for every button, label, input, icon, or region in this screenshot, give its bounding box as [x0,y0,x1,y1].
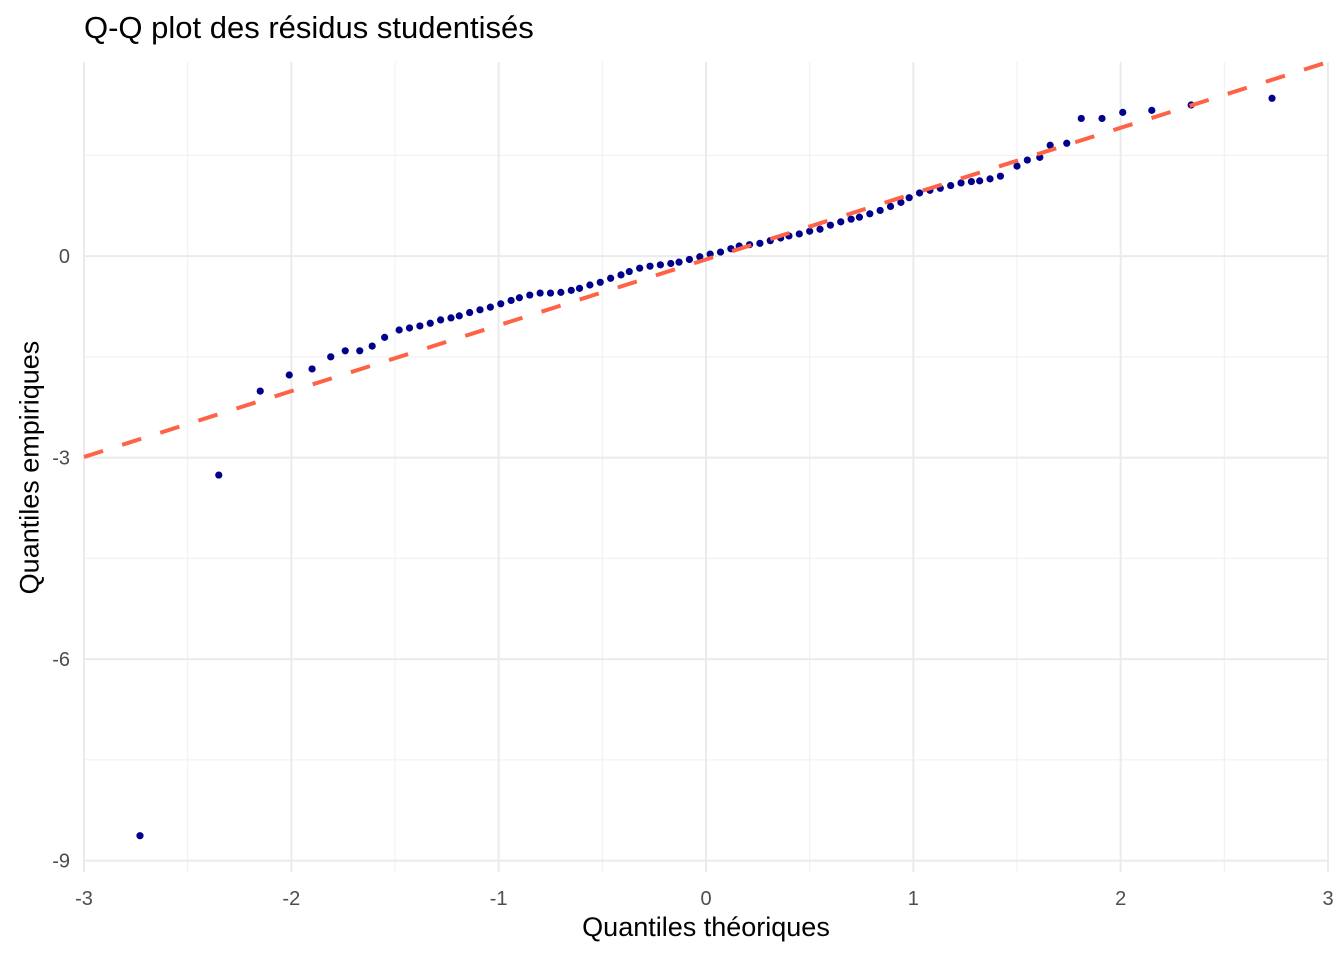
data-point [667,259,675,268]
data-point [837,218,845,226]
data-point [646,262,654,270]
data-point [957,179,965,187]
data-point [507,296,515,305]
data-point [308,365,316,373]
data-point [1013,162,1021,170]
data-point [617,271,625,279]
data-point [1063,139,1071,147]
data-point [1268,94,1276,102]
x-axis-label: Quantiles théoriques [582,912,830,942]
data-point [905,194,913,202]
data-point [866,210,874,218]
data-point [806,227,814,235]
y-tick-label: -9 [52,851,70,873]
data-point [716,248,725,256]
data-point [215,471,223,479]
data-point [486,303,494,311]
data-point [847,215,855,223]
data-point [515,294,524,302]
data-point [636,264,644,272]
x-tick-label: 1 [908,888,919,910]
data-point [897,198,905,206]
data-point [816,225,824,233]
data-point [381,333,389,341]
data-point [368,342,376,350]
data-point [416,322,424,330]
data-point [405,324,414,332]
data-point [596,278,604,286]
data-point [685,255,694,264]
data-point [557,288,565,296]
data-point [536,289,544,297]
data-point [675,258,683,266]
data-point [136,832,144,840]
data-point [876,206,884,215]
x-tick-label: -3 [75,888,93,910]
chart-title: Q-Q plot des résidus studentisés [84,10,534,45]
x-tick-label: 2 [1115,888,1126,910]
data-point [1077,114,1085,123]
data-point [967,177,975,186]
data-point [886,202,895,211]
data-point [497,300,505,308]
data-point [795,230,803,238]
data-point [756,239,764,247]
data-point [567,286,575,294]
data-point [826,221,835,229]
data-point [285,371,293,379]
data-point [1098,114,1106,123]
y-tick-label: -3 [52,448,70,470]
data-point [1148,106,1156,114]
data-point [986,175,994,183]
data-point [526,291,534,299]
x-tick-label: 0 [700,888,711,910]
data-point [476,306,484,314]
data-point [466,308,474,317]
data-point [256,387,264,395]
data-point [1046,141,1054,149]
data-point [327,353,335,361]
data-point [855,213,864,221]
data-point [607,274,615,282]
data-point [947,181,955,190]
data-point [1023,156,1031,164]
data-point [426,319,434,327]
data-point [356,347,364,355]
data-point [586,281,594,289]
data-point [447,314,455,322]
x-tick-label: 3 [1322,888,1333,910]
data-point [915,189,924,197]
data-point [1119,108,1127,116]
reference-line [83,60,1329,459]
data-point [575,284,584,292]
x-tick-label: -1 [490,888,508,910]
data-point [395,326,403,334]
data-point [546,289,555,297]
data-point [976,177,984,185]
data-point [455,312,463,320]
data-point [341,347,349,355]
y-tick-label: -6 [52,649,70,671]
data-point [625,267,633,276]
data-point [996,172,1005,180]
x-tick-label: -2 [282,888,300,910]
data-point [656,261,664,269]
data-point [437,316,445,324]
data-point [696,253,704,261]
y-tick-label: 0 [59,246,70,268]
